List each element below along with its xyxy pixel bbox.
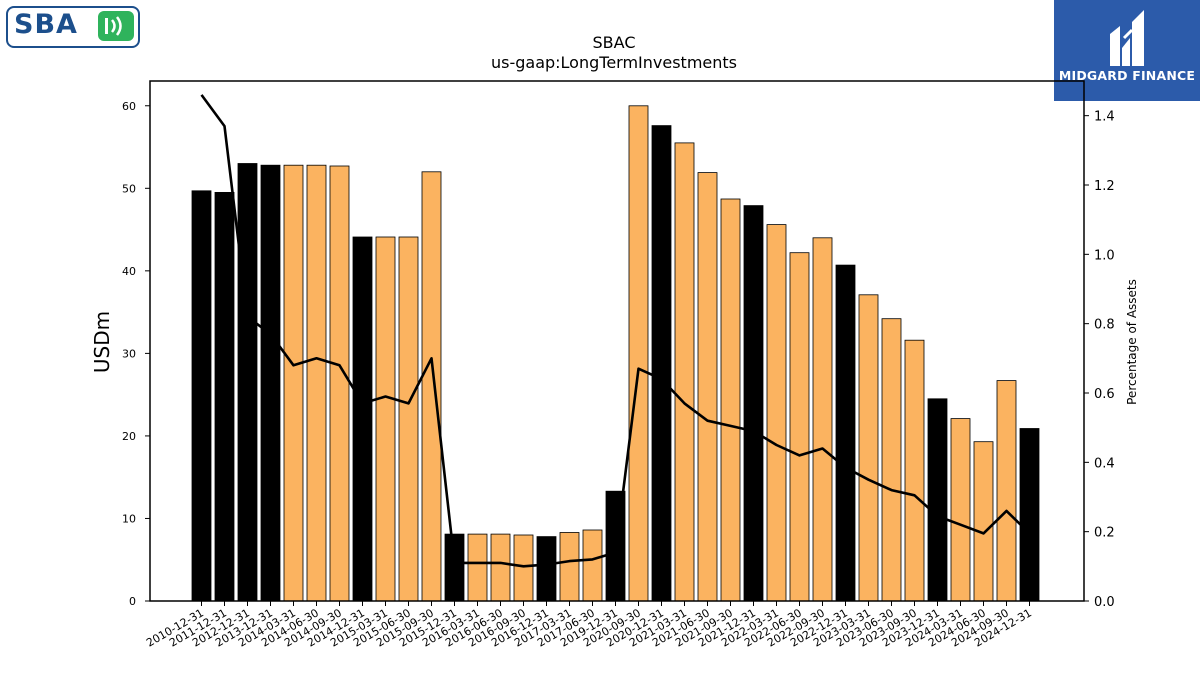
bar xyxy=(743,205,764,602)
chart-subtitle: us-gaap:LongTermInvestments xyxy=(491,53,737,72)
signal-icon xyxy=(98,11,134,41)
y2-tick-label: 1.4 xyxy=(1094,110,1115,125)
y2-tick-label: 0.8 xyxy=(1094,318,1115,333)
bar xyxy=(444,533,465,602)
bar xyxy=(996,380,1017,602)
sba-logo: SBA xyxy=(6,6,140,48)
y-tick-label: 50 xyxy=(122,182,136,195)
sba-logo-text: SBA xyxy=(14,9,78,40)
y2-tick-label: 1.0 xyxy=(1094,248,1115,263)
bar xyxy=(628,105,649,602)
midgard-logo-text: MIDGARD FINANCE xyxy=(1058,68,1196,83)
bar xyxy=(421,171,442,602)
bar xyxy=(766,224,787,602)
y-tick-label: 0 xyxy=(129,595,136,608)
bar xyxy=(582,529,603,602)
y2-tick-label: 0.6 xyxy=(1094,387,1115,402)
bar xyxy=(490,533,511,602)
bar xyxy=(858,294,879,602)
bar xyxy=(950,418,971,602)
plot-frame xyxy=(149,80,1085,602)
bar xyxy=(789,252,810,602)
bar xyxy=(467,533,488,602)
bar xyxy=(513,534,534,602)
bar xyxy=(398,236,419,602)
bar xyxy=(835,264,856,602)
y2-tick-label: 0.4 xyxy=(1094,456,1115,471)
bar xyxy=(927,398,948,602)
bar xyxy=(1019,428,1040,602)
bar xyxy=(237,163,258,602)
bar xyxy=(812,237,833,602)
y-tick-label: 20 xyxy=(122,430,136,443)
bar xyxy=(697,172,718,602)
y2-tick-label: 1.2 xyxy=(1094,179,1115,194)
y-tick-label: 10 xyxy=(122,512,136,525)
bar xyxy=(973,441,994,602)
y2-tick-label: 0.2 xyxy=(1094,526,1115,541)
midgard-finance-logo: MIDGARD FINANCE xyxy=(1054,0,1200,101)
bar xyxy=(559,532,580,602)
bar xyxy=(306,164,327,602)
bar xyxy=(329,165,350,602)
bar xyxy=(536,536,557,602)
midgard-emblem-icon xyxy=(1110,10,1144,66)
bar xyxy=(375,236,396,602)
y-tick-label: 60 xyxy=(122,100,136,113)
percentage-line xyxy=(200,94,1031,568)
line-series xyxy=(200,94,1031,568)
bar xyxy=(260,164,281,602)
bar xyxy=(191,190,212,602)
bar xyxy=(881,318,902,602)
y-tick-label: 30 xyxy=(122,347,136,360)
bar xyxy=(651,125,672,602)
bar xyxy=(904,339,925,602)
y-tick-label: 40 xyxy=(122,265,136,278)
bar xyxy=(674,142,695,602)
y2-tick-label: 0.0 xyxy=(1094,595,1115,610)
bar-series xyxy=(191,105,1040,602)
bar xyxy=(352,236,373,602)
chart-title: SBAC xyxy=(593,33,636,52)
y2-axis-label: Percentage of Assets xyxy=(1125,279,1139,405)
bar xyxy=(720,198,741,602)
bar xyxy=(214,191,235,602)
bar xyxy=(283,164,304,602)
y-axis-label: USDm xyxy=(90,311,114,373)
